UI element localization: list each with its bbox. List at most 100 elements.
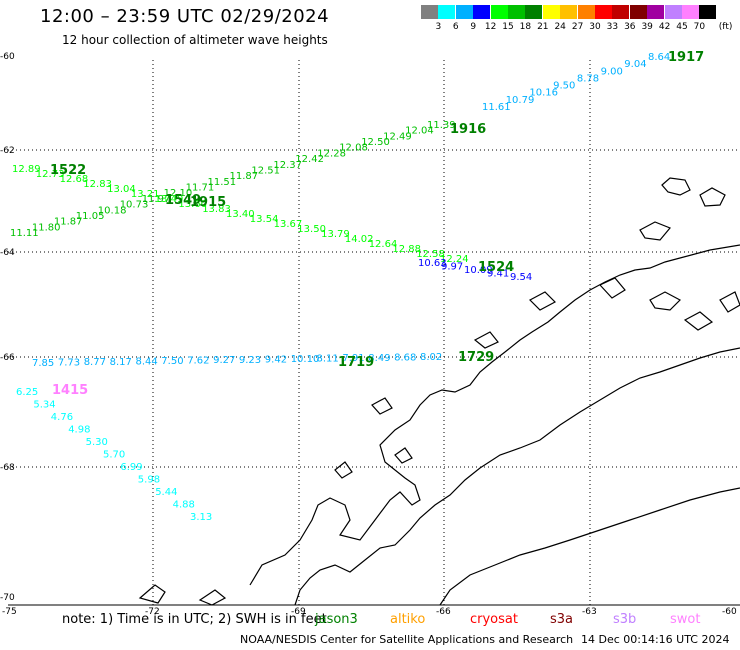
swh-value-label: 8.78 bbox=[577, 73, 599, 84]
legend-swatch bbox=[612, 5, 630, 19]
swh-value-label: 9.50 bbox=[553, 81, 575, 92]
legend-swatch bbox=[595, 5, 612, 19]
graticule bbox=[8, 60, 740, 605]
latitude-label: -70 bbox=[0, 593, 15, 603]
longitude-label: -63 bbox=[582, 607, 597, 617]
swh-value-label: 11.11 bbox=[10, 228, 39, 239]
longitude-labels: -75 -72 -69 -66 -63 -60 bbox=[2, 607, 737, 617]
swh-value-label: 12.58 bbox=[416, 249, 445, 260]
swh-value-label: 9.04 bbox=[624, 59, 646, 70]
swh-value-label: 11.80 bbox=[32, 222, 61, 233]
swh-value-label: 8.17 bbox=[110, 357, 132, 368]
swh-value-label: 13.04 bbox=[107, 184, 136, 195]
swh-value-label: 12.89 bbox=[12, 164, 41, 175]
swh-value-label: 4.98 bbox=[68, 425, 90, 436]
swh-value-label: 11.51 bbox=[208, 177, 237, 188]
swh-value-label: 9.41 bbox=[487, 269, 509, 280]
swh-value-label: 12.49 bbox=[383, 131, 412, 142]
legend-label: 24 bbox=[554, 22, 566, 32]
track-time-label: 1415 bbox=[52, 383, 88, 398]
swh-value-label: 5.34 bbox=[33, 400, 55, 411]
legend-swatch bbox=[508, 5, 525, 19]
latitude-label: -60 bbox=[0, 52, 15, 62]
swh-value-label: 12.83 bbox=[83, 179, 112, 190]
swh-value-label: 10.63 bbox=[418, 258, 447, 269]
swh-value-label: 12.51 bbox=[251, 166, 280, 177]
legend-label: 45 bbox=[676, 22, 688, 32]
swh-value-label: 13.50 bbox=[297, 224, 326, 235]
satellite-legend-item: jason3 bbox=[315, 612, 358, 627]
latitude-label: -62 bbox=[0, 146, 15, 156]
legend-swatch bbox=[664, 5, 682, 19]
legend-label: 18 bbox=[519, 22, 532, 32]
legend-swatch bbox=[629, 5, 647, 19]
swh-value-label: 6.25 bbox=[16, 387, 38, 398]
legend-swatch bbox=[421, 5, 438, 19]
legend-label: 30 bbox=[589, 22, 601, 32]
swh-value-label: 8.68 bbox=[394, 352, 416, 363]
legend-swatch bbox=[647, 5, 665, 19]
swh-value-label: 10.16 bbox=[529, 88, 558, 99]
swh-value-label: 7.73 bbox=[58, 358, 80, 369]
swh-value-label: 12.04 bbox=[405, 126, 434, 137]
longitude-label: -69 bbox=[291, 607, 306, 617]
swh-value-label: 11.87 bbox=[230, 171, 259, 182]
swh-value-label: 4.76 bbox=[51, 412, 73, 423]
latitude-label: -64 bbox=[0, 248, 15, 258]
satellite-legend-item: cryosat bbox=[470, 612, 518, 627]
swh-value-label: 14.02 bbox=[345, 234, 374, 245]
swh-value-label: 8.64 bbox=[648, 52, 670, 63]
footer-date: 14 Dec 00:14:16 UTC 2024 bbox=[581, 633, 730, 646]
legend-label: 15 bbox=[502, 22, 514, 32]
swh-value-label: 8.77 bbox=[84, 357, 106, 368]
swh-value-label: 10.73 bbox=[120, 200, 149, 211]
legend-swatch bbox=[682, 5, 699, 19]
satellite-legend-item: swot bbox=[670, 612, 701, 627]
swh-value-label: 13.60 bbox=[178, 199, 207, 210]
swh-value-label: 9.23 bbox=[239, 355, 261, 366]
swh-value-label: 4.88 bbox=[173, 500, 195, 511]
legend-label: 12 bbox=[484, 22, 497, 32]
swh-value-label: 13.40 bbox=[226, 209, 255, 220]
swh-value-label: 9.27 bbox=[213, 355, 235, 366]
swh-value-label: 12.88 bbox=[392, 244, 421, 255]
track-time-label: 1549 bbox=[165, 193, 201, 208]
swh-value-label: 13.54 bbox=[250, 214, 279, 225]
satellite-legend-item: altiko bbox=[390, 612, 426, 627]
track-time-label: 1917 bbox=[668, 50, 704, 65]
swh-value-label: 12.10 bbox=[164, 188, 193, 199]
swh-value-label: 3.13 bbox=[190, 512, 212, 523]
satellite-legend-item: s3a bbox=[550, 612, 574, 627]
swh-value-label: 11.39 bbox=[427, 120, 456, 131]
longitude-label: -60 bbox=[722, 607, 737, 617]
track-time-label: 1915 bbox=[190, 195, 226, 210]
swh-value-label: 11.71 bbox=[186, 183, 215, 194]
legend-swatch bbox=[438, 5, 456, 19]
swh-value-label: 9.97 bbox=[441, 262, 463, 273]
track-time-label: 1719 bbox=[338, 355, 374, 370]
swh-value-label: 13.49 bbox=[155, 194, 184, 205]
swh-value-label: 8.44 bbox=[136, 356, 158, 367]
legend-swatch bbox=[560, 5, 578, 19]
legend-swatch bbox=[473, 5, 491, 19]
note-text: note: 1) Time is in UTC; 2) SWH is in fe… bbox=[62, 612, 327, 627]
swh-value-label: 8.11 bbox=[317, 354, 339, 365]
legend-swatch bbox=[525, 5, 543, 19]
latitude-label: -68 bbox=[0, 463, 15, 473]
swh-value-label: 12.64 bbox=[369, 239, 398, 250]
swh-value-label: 8.49 bbox=[368, 353, 390, 364]
track-time-label: 1524 bbox=[478, 260, 514, 275]
swh-value-label: 12.37 bbox=[273, 160, 302, 171]
swh-value-label: 10.09 bbox=[464, 265, 493, 276]
swh-value-label: 11.05 bbox=[76, 211, 105, 222]
swh-value-label: 7.62 bbox=[187, 356, 209, 367]
track-time-label: 1522 bbox=[50, 163, 86, 178]
swh-value-label: 5.70 bbox=[103, 450, 125, 461]
legend-swatch bbox=[490, 5, 508, 19]
latitude-label: -66 bbox=[0, 353, 15, 363]
legend-label: 3 bbox=[435, 22, 442, 32]
swh-value-label: 11.97 bbox=[142, 194, 171, 205]
legend-swatch bbox=[577, 5, 595, 19]
